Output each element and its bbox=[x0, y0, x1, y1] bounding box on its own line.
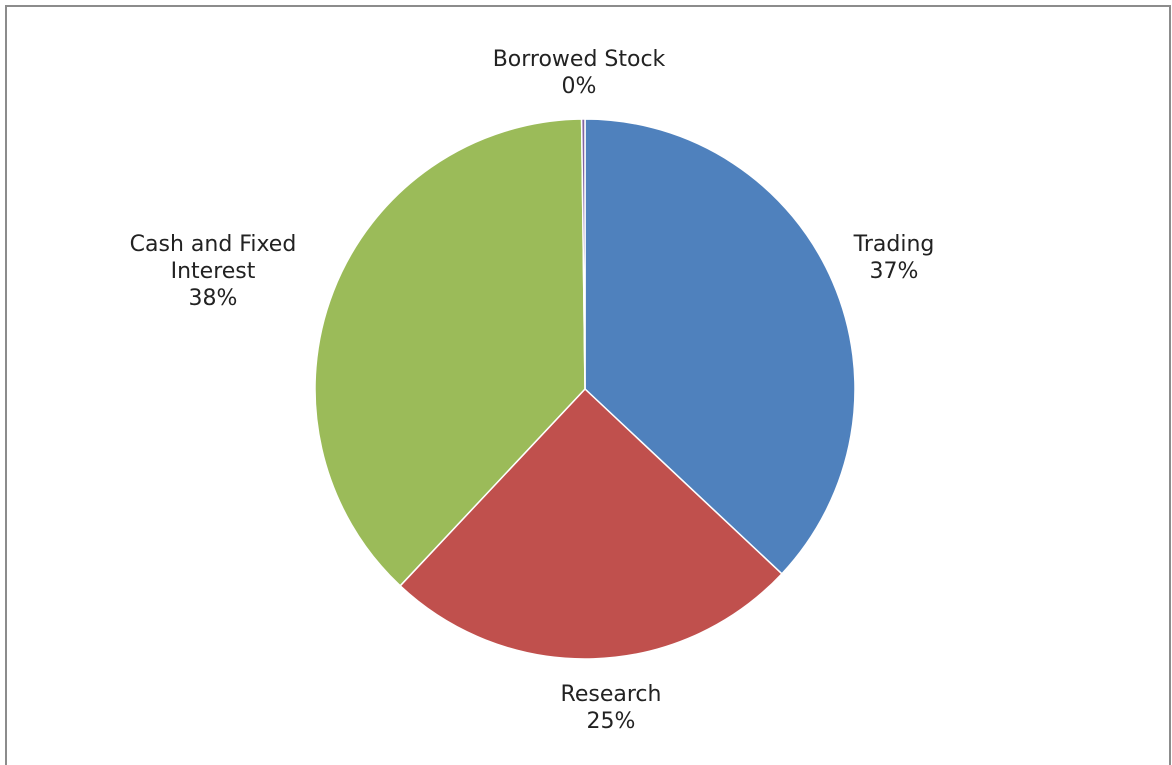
slice-label-research: Research 25% bbox=[561, 682, 662, 734]
slice-label-cash-and-fixed-interest: Cash and Fixed Interest 38% bbox=[130, 232, 297, 311]
chart-frame: Trading 37% Research 25% Cash and Fixed Inter… bbox=[5, 5, 1171, 765]
pie-slice-borrowed-stock bbox=[580, 118, 586, 390]
pie-labels: Trading 37% Research 25% Cash and Fixed Inter… bbox=[130, 47, 935, 734]
slice-label-borrowed-stock: Borrowed Stock 0% bbox=[493, 47, 666, 99]
pie-slice-trading bbox=[584, 118, 856, 575]
pie-chart: Trading 37% Research 25% Cash and Fixed Inter… bbox=[130, 47, 935, 734]
pie-slice-research bbox=[399, 388, 783, 660]
pie-slices bbox=[314, 118, 856, 660]
slice-label-trading: Trading 37% bbox=[853, 232, 935, 284]
pie-slice-cash-and-fixed-interest bbox=[314, 118, 586, 587]
